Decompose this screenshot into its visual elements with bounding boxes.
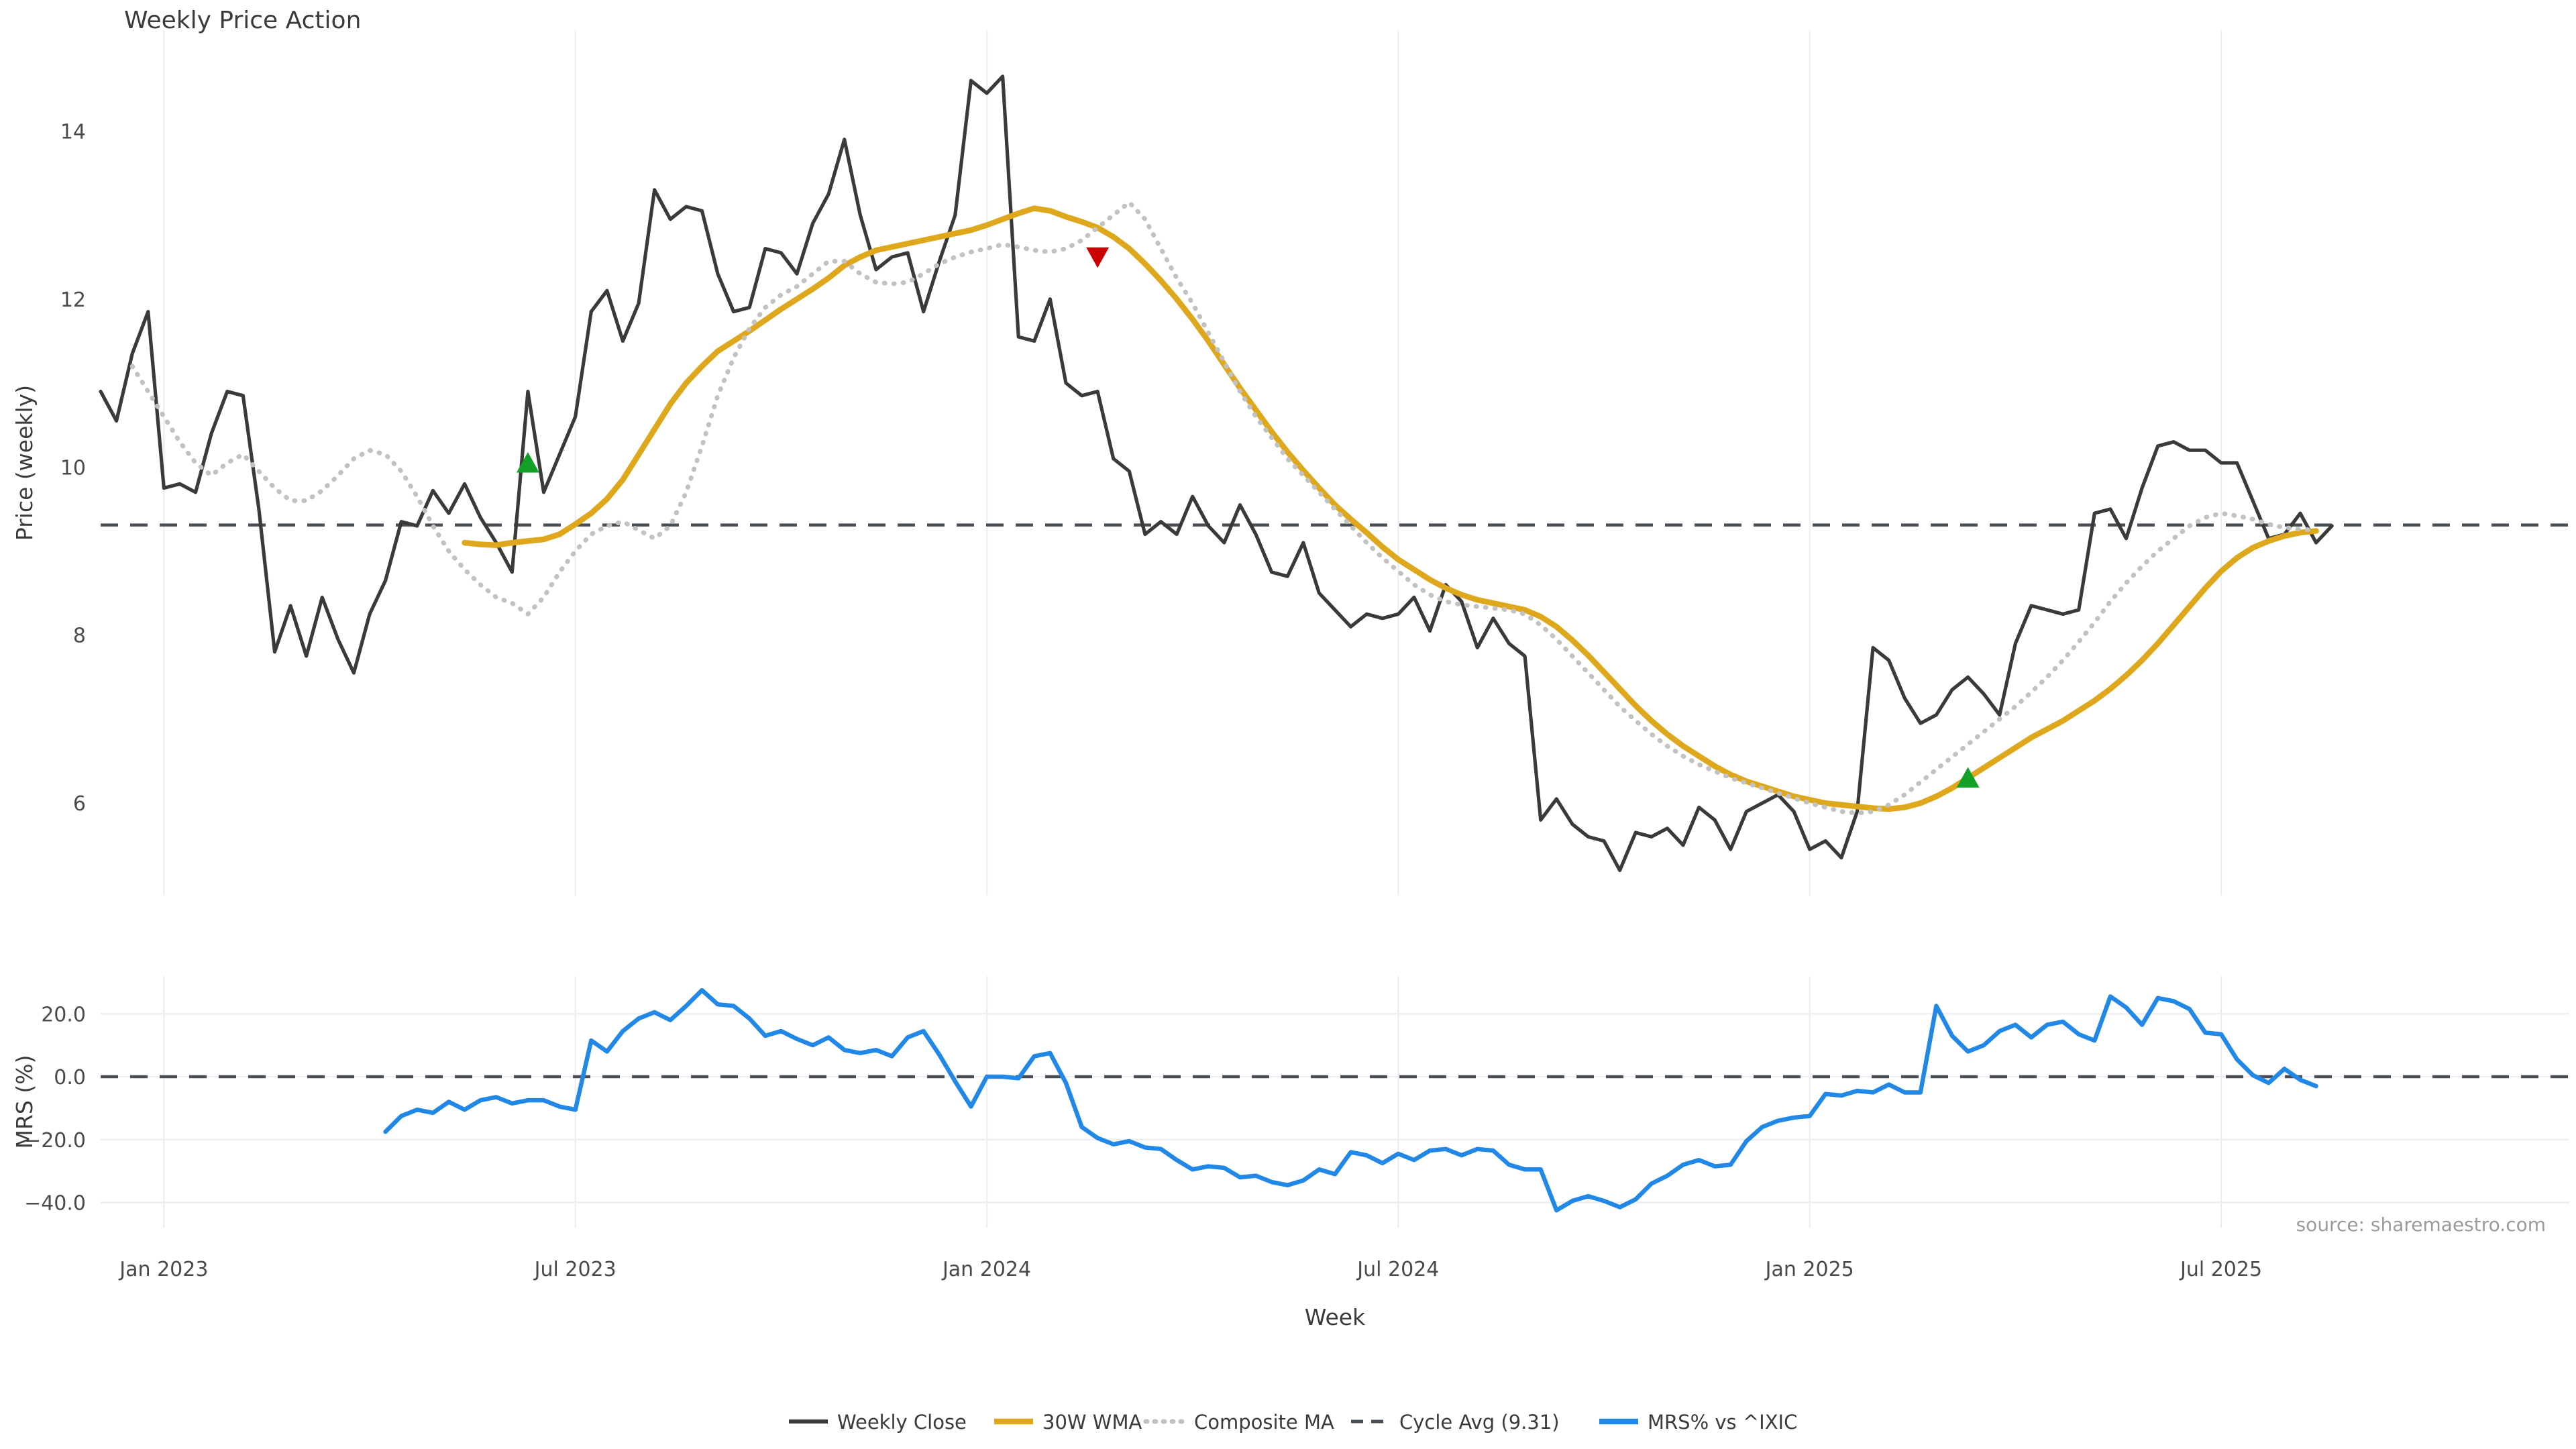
legend-item: Weekly Close bbox=[789, 1411, 967, 1434]
y-tick-label: 14 bbox=[60, 120, 86, 144]
legend-label: 30W WMA bbox=[1042, 1411, 1142, 1434]
series-30w-wma bbox=[462, 205, 2319, 812]
y-tick-label: −40.0 bbox=[24, 1192, 86, 1216]
legend-label: MRS% vs ^IXIC bbox=[1648, 1411, 1797, 1434]
legend-label: Weekly Close bbox=[837, 1411, 967, 1434]
legend-label: Cycle Avg (9.31) bbox=[1399, 1411, 1560, 1434]
x-tick-label: Jul 2023 bbox=[533, 1258, 616, 1281]
legend-item: 30W WMA bbox=[994, 1411, 1142, 1434]
y-tick-label: 20.0 bbox=[41, 1003, 86, 1026]
buy-signal-marker bbox=[1956, 767, 1980, 788]
y-tick-label: 12 bbox=[60, 288, 86, 312]
chart-legend: Weekly Close 30W WMA Composite MA Cycle Avg… bbox=[789, 1411, 1797, 1434]
series-composite-ma bbox=[129, 200, 2319, 816]
legend-item: Cycle Avg (9.31) bbox=[1351, 1411, 1560, 1434]
y-tick-label: 8 bbox=[73, 625, 86, 648]
source-attribution: source: sharemaestro.com bbox=[2296, 1214, 2546, 1236]
y-tick-label: 0.0 bbox=[54, 1066, 86, 1089]
y-tick-label: −20.0 bbox=[24, 1129, 86, 1152]
y-axis-ticks: 6 8 10 12 14 bbox=[60, 120, 86, 816]
horizontal-gridlines bbox=[101, 1013, 2569, 1203]
vertical-gridlines bbox=[163, 976, 2222, 1228]
x-axis-ticks: Jan 2023 Jul 2023 Jan 2024 Jul 2024 Jan 2025… bbox=[118, 1258, 2262, 1281]
x-axis-label: Week bbox=[1305, 1304, 1366, 1330]
price-panel: 6 8 10 12 14 Price (weekly) bbox=[11, 30, 2569, 896]
series-mrs-vs-ixic bbox=[383, 987, 2318, 1213]
y-axis-label: MRS (%) bbox=[11, 1055, 38, 1149]
page-title: Weekly Price Action bbox=[124, 7, 361, 34]
sell-signal-marker bbox=[1086, 247, 1110, 268]
x-tick-label: Jul 2025 bbox=[2179, 1258, 2262, 1281]
buy-signal-marker bbox=[516, 451, 539, 473]
legend-item: Composite MA bbox=[1143, 1411, 1334, 1434]
legend-item: MRS% vs ^IXIC bbox=[1599, 1411, 1797, 1434]
legend-label: Composite MA bbox=[1194, 1411, 1334, 1434]
y-tick-label: 6 bbox=[73, 792, 86, 816]
x-tick-label: Jan 2025 bbox=[1764, 1258, 1854, 1281]
x-tick-label: Jan 2023 bbox=[118, 1258, 208, 1281]
y-tick-label: 10 bbox=[60, 456, 86, 480]
y-axis-label: Price (weekly) bbox=[11, 385, 38, 541]
series-weekly-close bbox=[99, 74, 2334, 873]
y-axis-ticks: 20.0 0.0 −20.0 −40.0 bbox=[24, 1003, 86, 1215]
x-tick-label: Jan 2024 bbox=[941, 1258, 1031, 1281]
x-tick-label: Jul 2024 bbox=[1356, 1258, 1439, 1281]
mrs-panel: 20.0 0.0 −20.0 −40.0 MRS (%) Jan 2023 Jul 2023… bbox=[11, 976, 2569, 1330]
